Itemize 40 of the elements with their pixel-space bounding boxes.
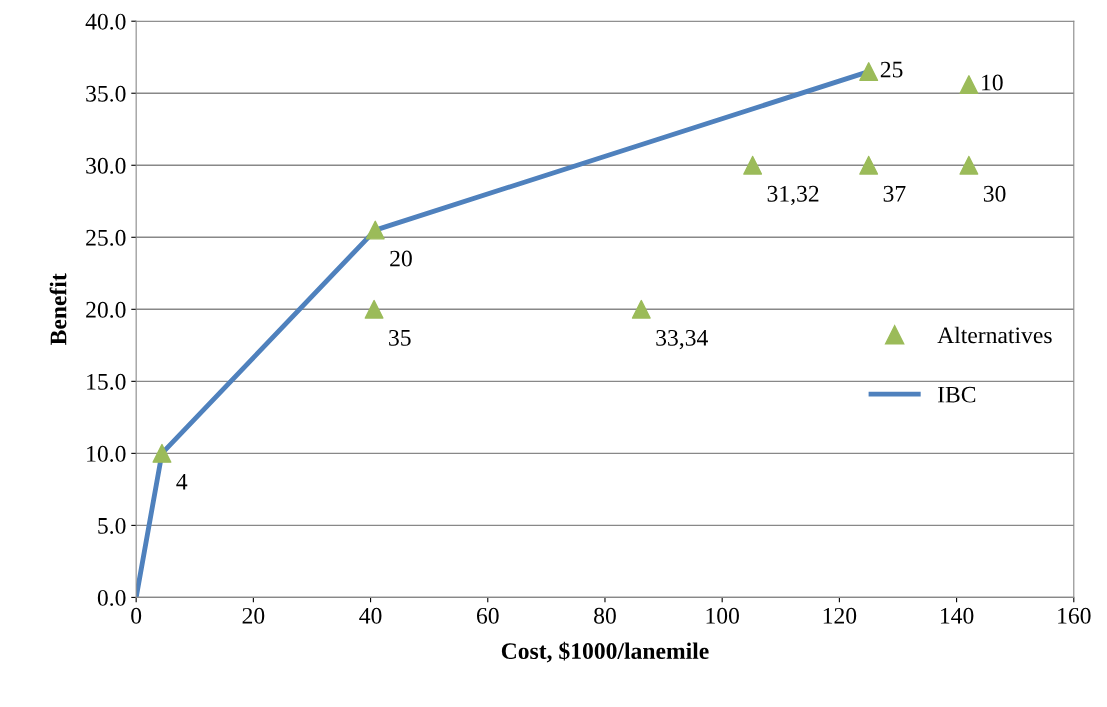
annotation: 20 [390,250,412,267]
annotation: 31,32 [767,185,819,206]
annotation: 25 [880,61,903,78]
annotation: 33,34 [656,329,708,350]
annotation: 37 [883,185,906,202]
x-tick-label: 40 [359,607,382,624]
y-tick-label: 0.0 [97,589,126,606]
point [631,299,651,319]
x-tick-label: 100 [706,607,739,624]
annotation: 30 [983,185,1006,202]
point [743,155,763,175]
y-tick-label: 10.0 [87,445,126,462]
point [859,155,879,175]
x-tick-label: 160 [1058,607,1091,624]
legend-label: Alternatives [937,326,1052,344]
x-tick-label: 0 [131,607,142,624]
x-tick-label: 120 [823,607,857,624]
x-axis-title: Cost, $1000/lanemile [501,641,709,663]
point [859,62,879,82]
legend-label: IBC [938,386,976,403]
x-tick-label: 60 [476,607,499,624]
point [364,299,384,319]
y-tick-label: 30.0 [86,157,126,174]
y-tick-label: 5.0 [98,517,126,534]
point [152,443,172,463]
point [959,75,979,95]
y-tick-label: 35.0 [86,85,126,102]
y-axis-title: Benefit [49,273,67,345]
annotation: 35 [389,329,411,346]
y-tick-label: 20.0 [86,301,126,318]
point [365,220,385,240]
annotation: 4 [176,474,188,490]
x-tick-label: 80 [594,607,616,624]
point [959,155,979,175]
y-tick-label: 15.0 [87,373,126,390]
y-tick-label: 25.0 [86,229,126,246]
annotation: 10 [982,74,1003,91]
x-tick-label: 20 [242,607,265,624]
y-tick-label: 40.0 [85,13,126,30]
x-tick-label: 140 [940,607,974,624]
